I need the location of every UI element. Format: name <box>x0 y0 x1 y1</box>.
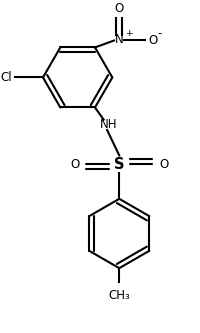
Text: O: O <box>114 2 123 15</box>
Text: O: O <box>148 34 157 47</box>
Text: +: + <box>124 29 132 38</box>
Text: N: N <box>114 33 123 46</box>
Text: NH: NH <box>100 118 117 131</box>
Text: -: - <box>156 27 161 40</box>
Text: O: O <box>70 158 79 170</box>
Text: Cl: Cl <box>0 71 12 84</box>
Text: S: S <box>113 157 124 171</box>
Text: O: O <box>158 158 168 170</box>
Text: CH₃: CH₃ <box>108 289 129 302</box>
